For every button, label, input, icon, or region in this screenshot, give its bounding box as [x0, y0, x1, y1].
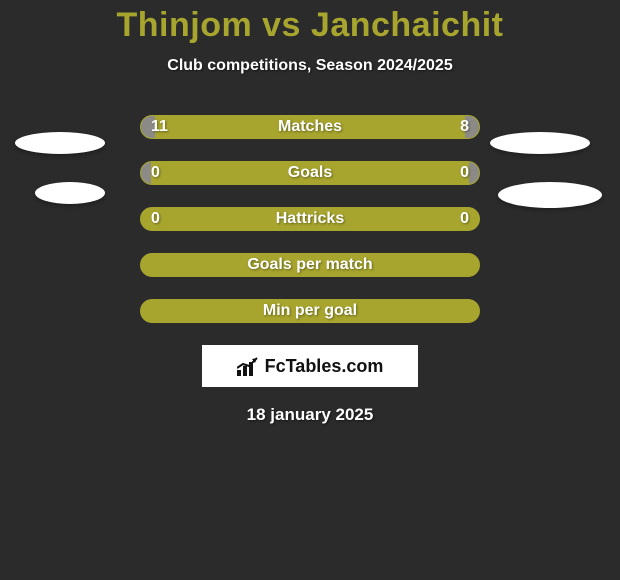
stat-label: Min per goal [141, 300, 479, 322]
stat-right-value: 0 [460, 208, 469, 230]
stat-right-value: 0 [460, 162, 469, 184]
player-badge-right-2 [498, 182, 602, 208]
stat-right-value: 8 [460, 116, 469, 138]
stat-label: Goals per match [141, 254, 479, 276]
stat-label: Matches [141, 116, 479, 138]
stat-label: Hattricks [141, 208, 479, 230]
page-subtitle: Club competitions, Season 2024/2025 [0, 57, 620, 75]
stat-label: Goals [141, 162, 479, 184]
stat-row-goals: 0 Goals 0 [140, 161, 480, 185]
player-badge-right-1 [490, 132, 590, 154]
watermark: FcTables.com [202, 345, 418, 387]
date-label: 18 january 2025 [0, 405, 620, 425]
player-badge-left-2 [35, 182, 105, 204]
stat-row-min-per-goal: Min per goal [140, 299, 480, 323]
player-badge-left-1 [15, 132, 105, 154]
stat-row-goals-per-match: Goals per match [140, 253, 480, 277]
page-title: Thinjom vs Janchaichit [0, 6, 620, 45]
chart-up-icon [237, 356, 259, 376]
page: Thinjom vs Janchaichit Club competitions… [0, 6, 620, 580]
stat-row-hattricks: 0 Hattricks 0 [140, 207, 480, 231]
watermark-text: FcTables.com [265, 356, 384, 377]
stat-row-matches: 11 Matches 8 [140, 115, 480, 139]
